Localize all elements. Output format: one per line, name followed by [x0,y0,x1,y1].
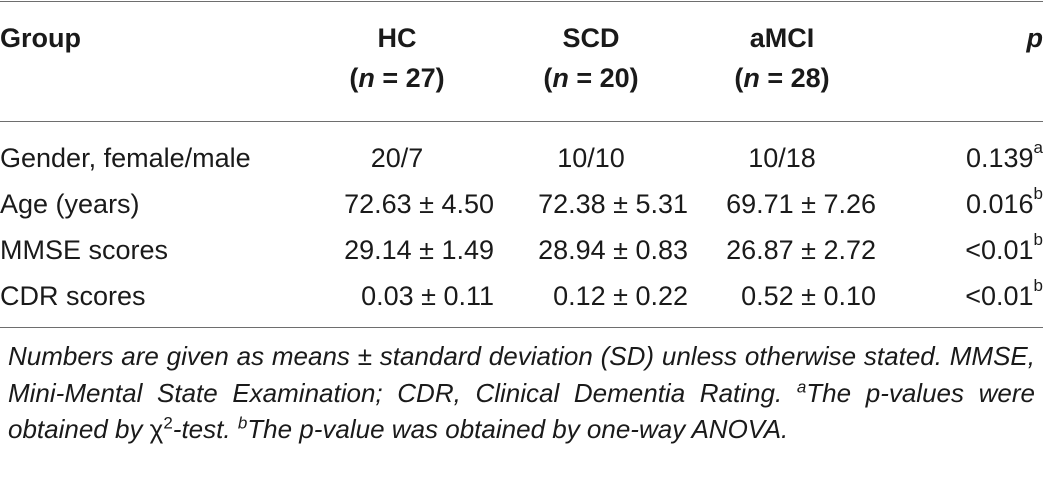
cell-scd: 10/10 [557,143,625,173]
row-label: Age (years) [0,189,140,219]
cell-p: 0.139a [876,121,1043,181]
header-group: Group [0,18,300,121]
header-hc-n-value: = 27) [374,63,445,93]
header-scd-n-open: ( [543,63,553,93]
footnote-a-text-end: -test. [172,414,238,444]
header-amci-n-value: = 28) [759,63,830,93]
table-body: Gender, female/male 20/7 10/10 10/18 0.1… [0,121,1043,319]
chi-symbol: χ [149,414,164,444]
cell-scd: 72.38 ± 5.31 [538,189,688,219]
header-hc-n-open: ( [349,63,359,93]
header-scd-label: SCD [562,23,620,53]
header-p-label: p [1026,23,1043,53]
cell-p-value: 0.016 [965,189,1034,219]
cell-amci: 26.87 ± 2.72 [726,235,876,265]
demographics-table: Group HC (n = 27) SCD (n = 20) aMCI (n =… [0,18,1043,319]
cell-p: <0.01b [876,227,1043,273]
cell-scd: 0.12 ± 0.22 [553,281,688,311]
cell-p-note: a [1033,138,1043,157]
row-label: CDR scores [0,281,146,311]
cell-hc: 0.03 ± 0.11 [361,281,494,311]
cell-p-value: <0.01 [965,235,1034,265]
header-amci-label: aMCI [749,23,815,53]
cell-p-value: <0.01 [965,281,1034,311]
header-hc-label: HC [377,23,417,53]
header-scd-n-value: = 20) [568,63,639,93]
header-hc: HC (n = 27) [300,18,494,121]
cell-p-note: b [1033,230,1043,249]
footnote-b-text: The p-value was obtained by one-way ANOV… [247,414,789,444]
cell-amci: 69.71 ± 7.26 [726,189,876,219]
cell-p: <0.01b [876,273,1043,319]
header-amci-n-open: ( [734,63,744,93]
header-amci-n-var: n [743,63,760,93]
header-divider-rule [0,121,1043,122]
table-top-rule [0,1,1043,2]
header-amci: aMCI (n = 28) [688,18,876,121]
cell-p-value: 0.139 [965,143,1034,173]
footnote-a-mark: a [796,376,807,396]
cell-p: 0.016b [876,181,1043,227]
header-group-label: Group [0,23,81,53]
footnote-text: Numbers are given as means ± standard de… [8,341,1035,408]
cell-p-note: b [1033,184,1043,203]
table-bottom-rule [0,327,1043,328]
cell-p-note: b [1033,276,1043,295]
cell-amci: 10/18 [748,143,816,173]
header-scd-n-var: n [552,63,569,93]
footnote-b-mark: b [237,413,248,433]
table-row: Age (years) 72.63 ± 4.50 72.38 ± 5.31 69… [0,181,1043,227]
table-row: MMSE scores 29.14 ± 1.49 28.94 ± 0.83 26… [0,227,1043,273]
header-hc-n-var: n [358,63,375,93]
cell-hc: 29.14 ± 1.49 [344,235,494,265]
header-scd: SCD (n = 20) [494,18,688,121]
table-footnote: Numbers are given as means ± standard de… [8,338,1035,448]
cell-hc: 20/7 [370,143,424,173]
cell-hc: 72.63 ± 4.50 [344,189,494,219]
table-header: Group HC (n = 27) SCD (n = 20) aMCI (n =… [0,18,1043,121]
cell-scd: 28.94 ± 0.83 [538,235,688,265]
row-label: MMSE scores [0,235,169,265]
row-label: Gender, female/male [0,143,251,173]
footnote-a-text: The p-values were obtained by [8,377,1035,445]
chi-exponent: 2 [163,413,173,433]
header-row: Group HC (n = 27) SCD (n = 20) aMCI (n =… [0,18,1043,121]
table-row: CDR scores 0.03 ± 0.11 0.12 ± 0.22 0.52 … [0,273,1043,319]
header-p: p [876,18,1043,121]
table-row: Gender, female/male 20/7 10/10 10/18 0.1… [0,121,1043,181]
cell-amci: 0.52 ± 0.10 [741,281,876,311]
